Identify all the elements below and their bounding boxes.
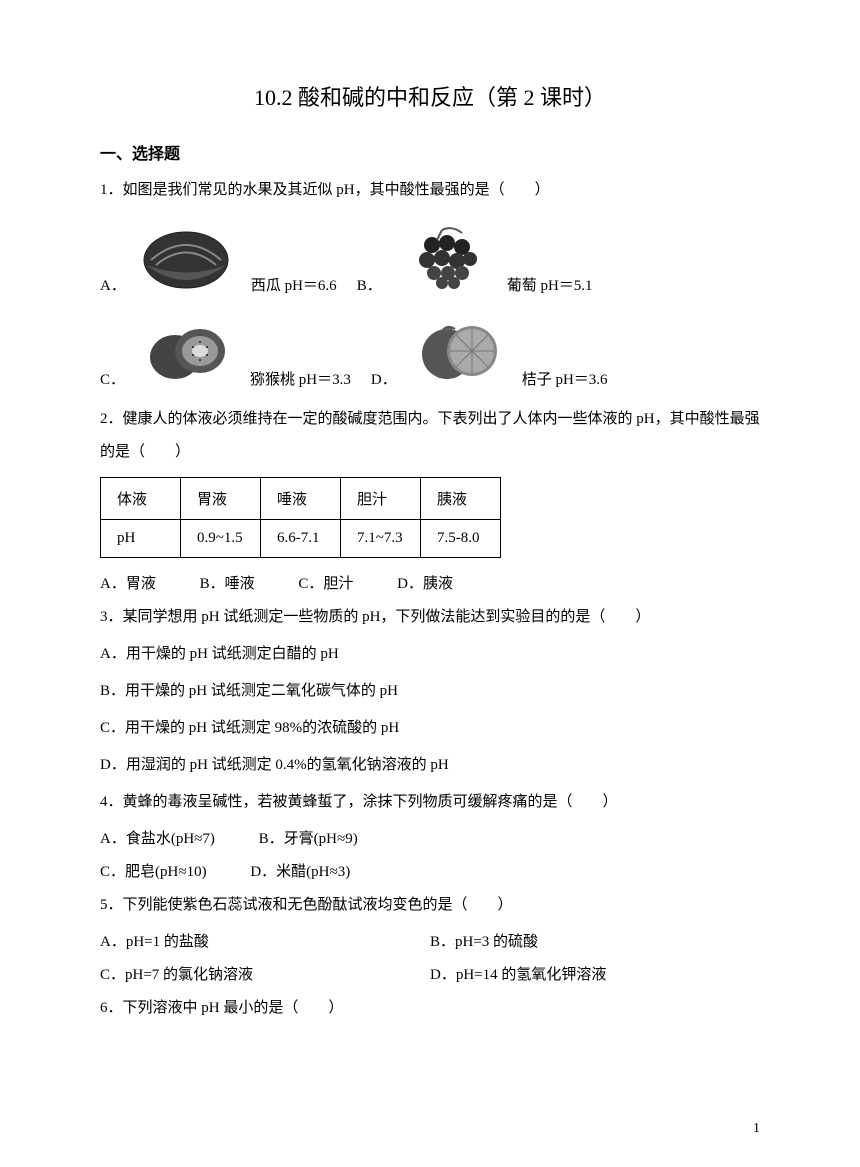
q4-options-row2: C．肥皂(pH≈10) D．米醋(pH≈3) [100, 856, 760, 889]
orange-icon [407, 309, 512, 389]
q1-options-row1: A． 西瓜 pH＝6.6 B． 葡 [100, 215, 760, 301]
option-label: 西瓜 pH＝6.6 [251, 274, 337, 295]
table-cell: 胆汁 [341, 478, 421, 520]
option-label: 胰液 [423, 576, 453, 592]
q3-option-a: A．用干燥的 pH 试纸测定白醋的 pH [100, 638, 760, 671]
table-cell: 7.5-8.0 [421, 520, 501, 558]
page-title: 10.2 酸和碱的中和反应（第 2 课时） [100, 80, 760, 112]
q1-options-row2: C． 猕猴桃 pH＝3.3 D． [100, 309, 760, 395]
option-letter: D． [397, 576, 423, 592]
q3-text: 3．某同学想用 pH 试纸测定一些物质的 pH，下列做法能达到实验目的的是（ ） [100, 601, 760, 634]
q4-option-a: A．食盐水(pH≈7) [100, 823, 215, 856]
q2-text: 2．健康人的体液必须维持在一定的酸碱度范围内。下表列出了人体内一些体液的 pH，… [100, 403, 760, 469]
q5-option-c: C．pH=7 的氯化钠溶液 [100, 959, 430, 992]
q2-table: 体液 胃液 唾液 胆汁 胰液 pH 0.9~1.5 6.6-7.1 7.1~7.… [100, 477, 501, 558]
option-letter: A． [100, 274, 126, 295]
page-number: 1 [753, 1121, 760, 1137]
section-header: 一、选择题 [100, 140, 760, 164]
q3-option-b: B．用干燥的 pH 试纸测定二氧化碳气体的 pH [100, 675, 760, 708]
q3-option-c: C．用干燥的 pH 试纸测定 98%的浓硫酸的 pH [100, 712, 760, 745]
q4-option-c: C．肥皂(pH≈10) [100, 856, 207, 889]
table-cell: 胰液 [421, 478, 501, 520]
option-label: 葡萄 pH＝5.1 [507, 274, 593, 295]
q5-option-b: B．pH=3 的硫酸 [430, 926, 760, 959]
kiwi-icon [135, 309, 240, 389]
q5-option-d: D．pH=14 的氢氧化钾溶液 [430, 959, 760, 992]
option-letter: C． [100, 368, 125, 389]
table-cell: 6.6-7.1 [261, 520, 341, 558]
option-label: 胃液 [126, 576, 156, 592]
option-label: 桔子 pH＝3.6 [522, 368, 608, 389]
option-label: 胆汁 [323, 576, 353, 592]
watermelon-icon [136, 215, 241, 295]
q4-option-d: D．米醋(pH≈3) [250, 856, 350, 889]
q5-options: A．pH=1 的盐酸 B．pH=3 的硫酸 C．pH=7 的氯化钠溶液 D．pH… [100, 926, 760, 992]
option-label: 唾液 [225, 576, 255, 592]
q1-option-b: B． 葡萄 pH＝5.1 [357, 215, 593, 295]
option-label: 猕猴桃 pH＝3.3 [250, 368, 351, 389]
table-cell: pH [101, 520, 181, 558]
option-letter: C． [298, 576, 323, 592]
q3-option-d: D．用湿润的 pH 试纸测定 0.4%的氢氧化钠溶液的 pH [100, 749, 760, 782]
q5-text: 5．下列能使紫色石蕊试液和无色酚酞试液均变色的是（ ） [100, 889, 760, 922]
q1-option-c: C． 猕猴桃 pH＝3.3 [100, 309, 351, 389]
q1-text: 1．如图是我们常见的水果及其近似 pH，其中酸性最强的是（ ） [100, 174, 760, 207]
table-cell: 唾液 [261, 478, 341, 520]
option-letter: B． [200, 576, 225, 592]
table-cell: 胃液 [181, 478, 261, 520]
option-letter: A． [100, 576, 126, 592]
table-cell: 0.9~1.5 [181, 520, 261, 558]
q2-options: A．胃液 B．唾液 C．胆汁 D．胰液 [100, 568, 760, 601]
q4-option-b: B．牙膏(pH≈9) [259, 823, 358, 856]
q1-option-a: A． 西瓜 pH＝6.6 [100, 215, 337, 295]
q4-options-row1: A．食盐水(pH≈7) B．牙膏(pH≈9) [100, 823, 760, 856]
q4-text: 4．黄蜂的毒液呈碱性，若被黄蜂蜇了，涂抹下列物质可缓解疼痛的是（ ） [100, 786, 760, 819]
q1-option-d: D． 桔子 pH＝3.6 [371, 309, 608, 389]
table-cell: 体液 [101, 478, 181, 520]
q5-option-a: A．pH=1 的盐酸 [100, 926, 430, 959]
q6-text: 6．下列溶液中 pH 最小的是（ ） [100, 992, 760, 1025]
option-letter: B． [357, 274, 382, 295]
option-letter: D． [371, 368, 397, 389]
grapes-icon [392, 215, 497, 295]
table-cell: 7.1~7.3 [341, 520, 421, 558]
